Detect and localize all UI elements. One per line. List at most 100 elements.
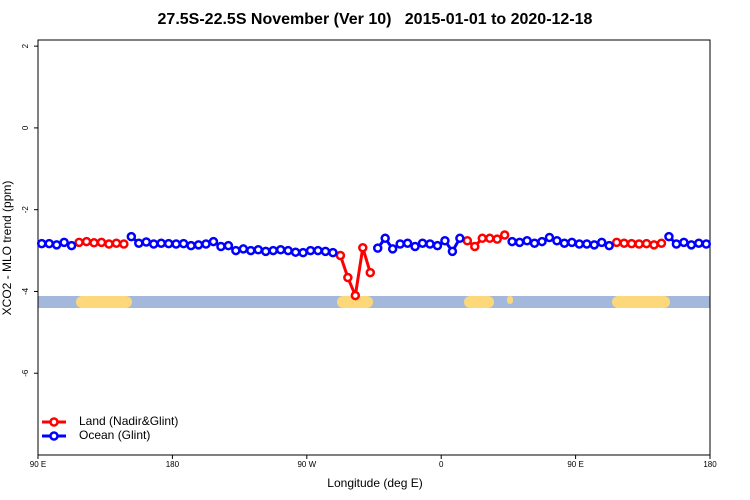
data-point bbox=[89, 238, 99, 248]
data-point bbox=[290, 247, 301, 257]
data-point bbox=[74, 237, 84, 248]
data-point bbox=[193, 240, 204, 250]
y-axis-label: XCO2 - MLO trend (ppm) bbox=[0, 181, 14, 316]
x-tick-label: 180 bbox=[703, 460, 717, 469]
data-point bbox=[148, 239, 159, 249]
data-point bbox=[283, 245, 293, 256]
data-point bbox=[522, 236, 532, 246]
data-point bbox=[81, 236, 92, 247]
data-point bbox=[231, 245, 241, 256]
data-point bbox=[201, 239, 211, 249]
data-point bbox=[626, 238, 637, 249]
data-point bbox=[268, 245, 278, 256]
data-point bbox=[484, 233, 495, 244]
legend-marker bbox=[49, 431, 59, 441]
data-point bbox=[358, 242, 368, 253]
data-point bbox=[260, 246, 271, 257]
data-point bbox=[499, 230, 510, 240]
data-point bbox=[447, 246, 458, 257]
data-point bbox=[589, 240, 600, 250]
data-point bbox=[417, 238, 428, 248]
data-point bbox=[507, 236, 517, 247]
data-point bbox=[178, 238, 189, 249]
x-tick-label: 180 bbox=[166, 460, 180, 469]
data-point bbox=[186, 240, 196, 251]
data-point bbox=[119, 239, 129, 249]
data-point bbox=[664, 231, 674, 242]
data-point bbox=[298, 247, 308, 258]
data-point bbox=[208, 236, 219, 247]
data-point bbox=[559, 238, 570, 248]
legend-marker bbox=[49, 417, 59, 427]
data-point bbox=[596, 237, 607, 248]
data-point bbox=[104, 239, 114, 249]
data-point bbox=[380, 233, 390, 244]
x-axis-label: Longitude (deg E) bbox=[327, 476, 422, 490]
data-point bbox=[163, 238, 174, 249]
data-point bbox=[320, 246, 331, 257]
x-tick-label: 90 W bbox=[297, 460, 316, 469]
data-point bbox=[44, 238, 54, 249]
data-point bbox=[111, 238, 122, 248]
data-point bbox=[51, 240, 62, 250]
data-point bbox=[134, 238, 144, 248]
data-point bbox=[656, 238, 667, 248]
data-point bbox=[686, 240, 697, 250]
data-point bbox=[679, 237, 689, 248]
data-point bbox=[223, 240, 234, 251]
data-point bbox=[36, 238, 47, 249]
data-point bbox=[582, 239, 592, 249]
data-point bbox=[350, 290, 361, 301]
data-point bbox=[156, 238, 166, 248]
data-point bbox=[552, 236, 562, 246]
data-point bbox=[694, 238, 704, 248]
data-point bbox=[59, 237, 69, 248]
plot-frame bbox=[37, 39, 711, 456]
legend-label: Ocean (Glint) bbox=[79, 428, 150, 442]
data-point bbox=[611, 237, 622, 248]
data-point bbox=[492, 234, 502, 244]
data-point bbox=[574, 239, 585, 249]
data-point bbox=[537, 236, 547, 247]
data-point bbox=[432, 240, 443, 251]
data-point bbox=[305, 245, 316, 256]
data-point bbox=[395, 239, 405, 249]
data-point bbox=[634, 239, 644, 249]
data-point bbox=[126, 231, 137, 242]
data-point bbox=[275, 244, 286, 255]
y-tick-label: -4 bbox=[21, 287, 30, 295]
data-point bbox=[514, 237, 525, 248]
data-point bbox=[313, 245, 323, 256]
data-point bbox=[246, 245, 256, 256]
y-tick-label: -2 bbox=[21, 206, 30, 214]
data-point bbox=[410, 241, 420, 252]
data-point bbox=[649, 240, 659, 250]
data-point bbox=[604, 240, 614, 251]
data-point bbox=[641, 238, 652, 249]
data-point bbox=[477, 233, 488, 244]
data-point bbox=[425, 239, 435, 249]
land-mask-strip bbox=[38, 296, 710, 308]
data-point bbox=[328, 247, 338, 258]
data-point bbox=[216, 241, 226, 252]
data-point bbox=[343, 272, 353, 283]
data-point bbox=[96, 237, 107, 248]
data-point bbox=[238, 244, 249, 254]
data-point bbox=[567, 237, 577, 248]
data-point bbox=[701, 239, 712, 249]
y-tick-label: 2 bbox=[21, 43, 30, 48]
data-point bbox=[462, 236, 473, 246]
data-point bbox=[141, 237, 152, 247]
data-point bbox=[455, 233, 465, 244]
y-tick-label: 0 bbox=[21, 125, 30, 130]
x-tick-label: 0 bbox=[439, 460, 444, 469]
data-point bbox=[671, 239, 682, 249]
data-point bbox=[365, 267, 376, 278]
chart-title: 27.5S-22.5S November (Ver 10) 2015-01-01… bbox=[158, 11, 593, 28]
data-point bbox=[529, 238, 540, 248]
data-point bbox=[619, 238, 629, 248]
data-point bbox=[544, 232, 555, 243]
data-point bbox=[171, 239, 181, 249]
data-point bbox=[372, 243, 383, 253]
